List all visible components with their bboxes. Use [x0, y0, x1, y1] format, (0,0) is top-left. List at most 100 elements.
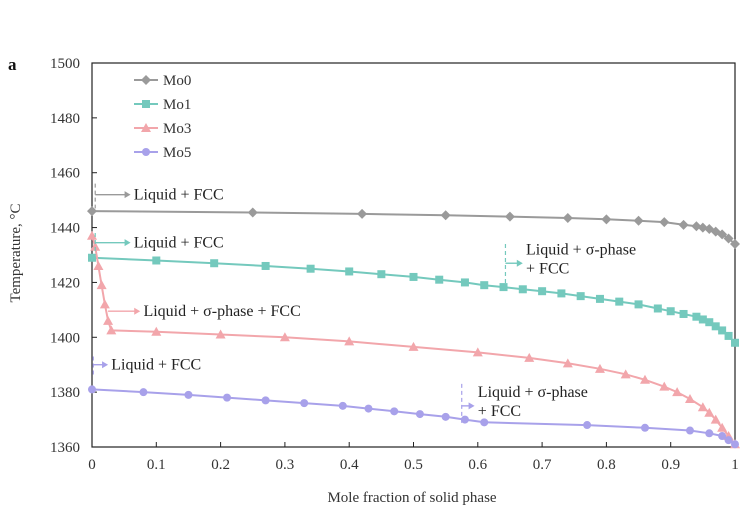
- data-point: [90, 241, 101, 251]
- legend-label: Mo0: [163, 73, 191, 89]
- data-point: [576, 292, 585, 301]
- annotation-arrowhead: [468, 402, 475, 410]
- data-point: [710, 414, 721, 424]
- data-point: [730, 239, 740, 250]
- legend-entry: Mo5: [134, 145, 191, 161]
- x-tick-label: 0.5: [404, 457, 423, 473]
- data-point: [504, 211, 515, 222]
- data-point: [692, 312, 701, 321]
- data-point: [684, 394, 695, 403]
- data-point: [261, 396, 270, 405]
- data-point: [615, 297, 624, 306]
- data-point: [639, 374, 650, 384]
- data-point: [338, 401, 347, 410]
- data-point: [659, 217, 670, 228]
- annotation: Liquid + σ-phase + FCC: [504, 242, 636, 286]
- y-tick-label: 1460: [50, 166, 80, 182]
- legend-label: Mo1: [163, 97, 191, 113]
- annotation-label: Liquid + FCC: [134, 235, 224, 252]
- data-point: [440, 210, 451, 221]
- data-point: [441, 412, 450, 421]
- series-mo1: [88, 253, 739, 347]
- legend-label: Mo3: [163, 121, 191, 137]
- legend-marker: [142, 100, 150, 108]
- y-tick-label: 1380: [50, 385, 80, 401]
- series-line: [91, 256, 736, 344]
- legend-marker: [141, 75, 151, 85]
- annotations: Liquid + FCC Liquid + FCC Liquid + σ-phase…: [92, 183, 636, 426]
- annotation-label: Liquid + FCC: [134, 187, 224, 204]
- data-point: [724, 436, 733, 445]
- y-tick-label: 1360: [50, 440, 80, 456]
- data-point: [705, 429, 714, 438]
- panel-label: a: [8, 55, 17, 74]
- data-point: [415, 410, 424, 419]
- data-point: [215, 329, 226, 339]
- data-point: [731, 338, 739, 347]
- x-tick-label: 0.9: [661, 457, 680, 473]
- data-point: [306, 264, 315, 273]
- legend-entry: Mo0: [134, 73, 191, 89]
- x-tick-label: 0.7: [533, 457, 552, 473]
- y-tick-label: 1480: [50, 111, 80, 127]
- data-point: [653, 304, 662, 313]
- data-point: [99, 299, 110, 309]
- series-mo0: [87, 206, 740, 250]
- data-point: [300, 399, 309, 408]
- data-point: [583, 421, 592, 430]
- annotation-label: Liquid + FCC: [111, 357, 201, 374]
- data-point: [106, 325, 117, 335]
- data-point: [152, 256, 161, 265]
- data-point: [93, 260, 104, 270]
- data-point: [344, 336, 355, 346]
- data-point: [96, 280, 107, 290]
- data-point: [601, 214, 612, 225]
- series-mo5: [88, 385, 739, 449]
- data-point: [659, 381, 670, 391]
- legend-marker: [141, 123, 151, 132]
- data-point: [717, 422, 728, 432]
- x-tick-label: 0.4: [340, 457, 359, 473]
- data-point: [704, 407, 715, 417]
- x-tick-label: 0.3: [276, 457, 295, 473]
- data-point: [409, 272, 418, 281]
- data-point: [279, 332, 290, 342]
- data-point: [620, 369, 631, 379]
- data-point: [460, 278, 469, 287]
- y-tick-label: 1400: [50, 330, 80, 346]
- data-point: [472, 347, 483, 357]
- data-point: [261, 261, 270, 270]
- data-point: [357, 208, 368, 219]
- y-axis-ticks: 1360 1380 1400 1420 1440 1460 1480 1500: [50, 56, 97, 456]
- data-point: [87, 206, 97, 217]
- x-tick-label: 0.1: [147, 457, 166, 473]
- annotation: Liquid + FCC: [94, 233, 224, 255]
- data-point: [672, 387, 683, 397]
- data-point: [345, 267, 354, 276]
- data-point: [223, 393, 232, 402]
- annotation-arrowhead: [124, 191, 131, 199]
- data-point: [103, 315, 114, 325]
- data-point: [562, 212, 573, 223]
- data-point: [724, 331, 733, 340]
- data-point: [678, 219, 689, 230]
- x-tick-label: 0.6: [468, 457, 487, 473]
- data-point: [538, 287, 547, 296]
- data-point: [634, 300, 643, 309]
- data-point: [718, 326, 727, 335]
- data-point: [390, 407, 399, 416]
- data-point: [184, 390, 193, 399]
- data-point: [679, 309, 688, 318]
- annotation-label: + FCC: [478, 403, 521, 420]
- series-mo3: [87, 230, 740, 449]
- series-layer: [87, 206, 740, 449]
- x-axis-title: Mole fraction of solid phase: [327, 490, 496, 506]
- x-tick-label: 1: [731, 457, 739, 473]
- data-point: [364, 404, 373, 413]
- legend-entry: Mo3: [134, 121, 191, 137]
- annotation-label: Liquid + σ-phase: [478, 384, 588, 401]
- data-point: [711, 322, 720, 331]
- annotation-arrowhead: [102, 361, 109, 369]
- data-point: [685, 426, 694, 435]
- annotation: Liquid + FCC: [94, 183, 224, 209]
